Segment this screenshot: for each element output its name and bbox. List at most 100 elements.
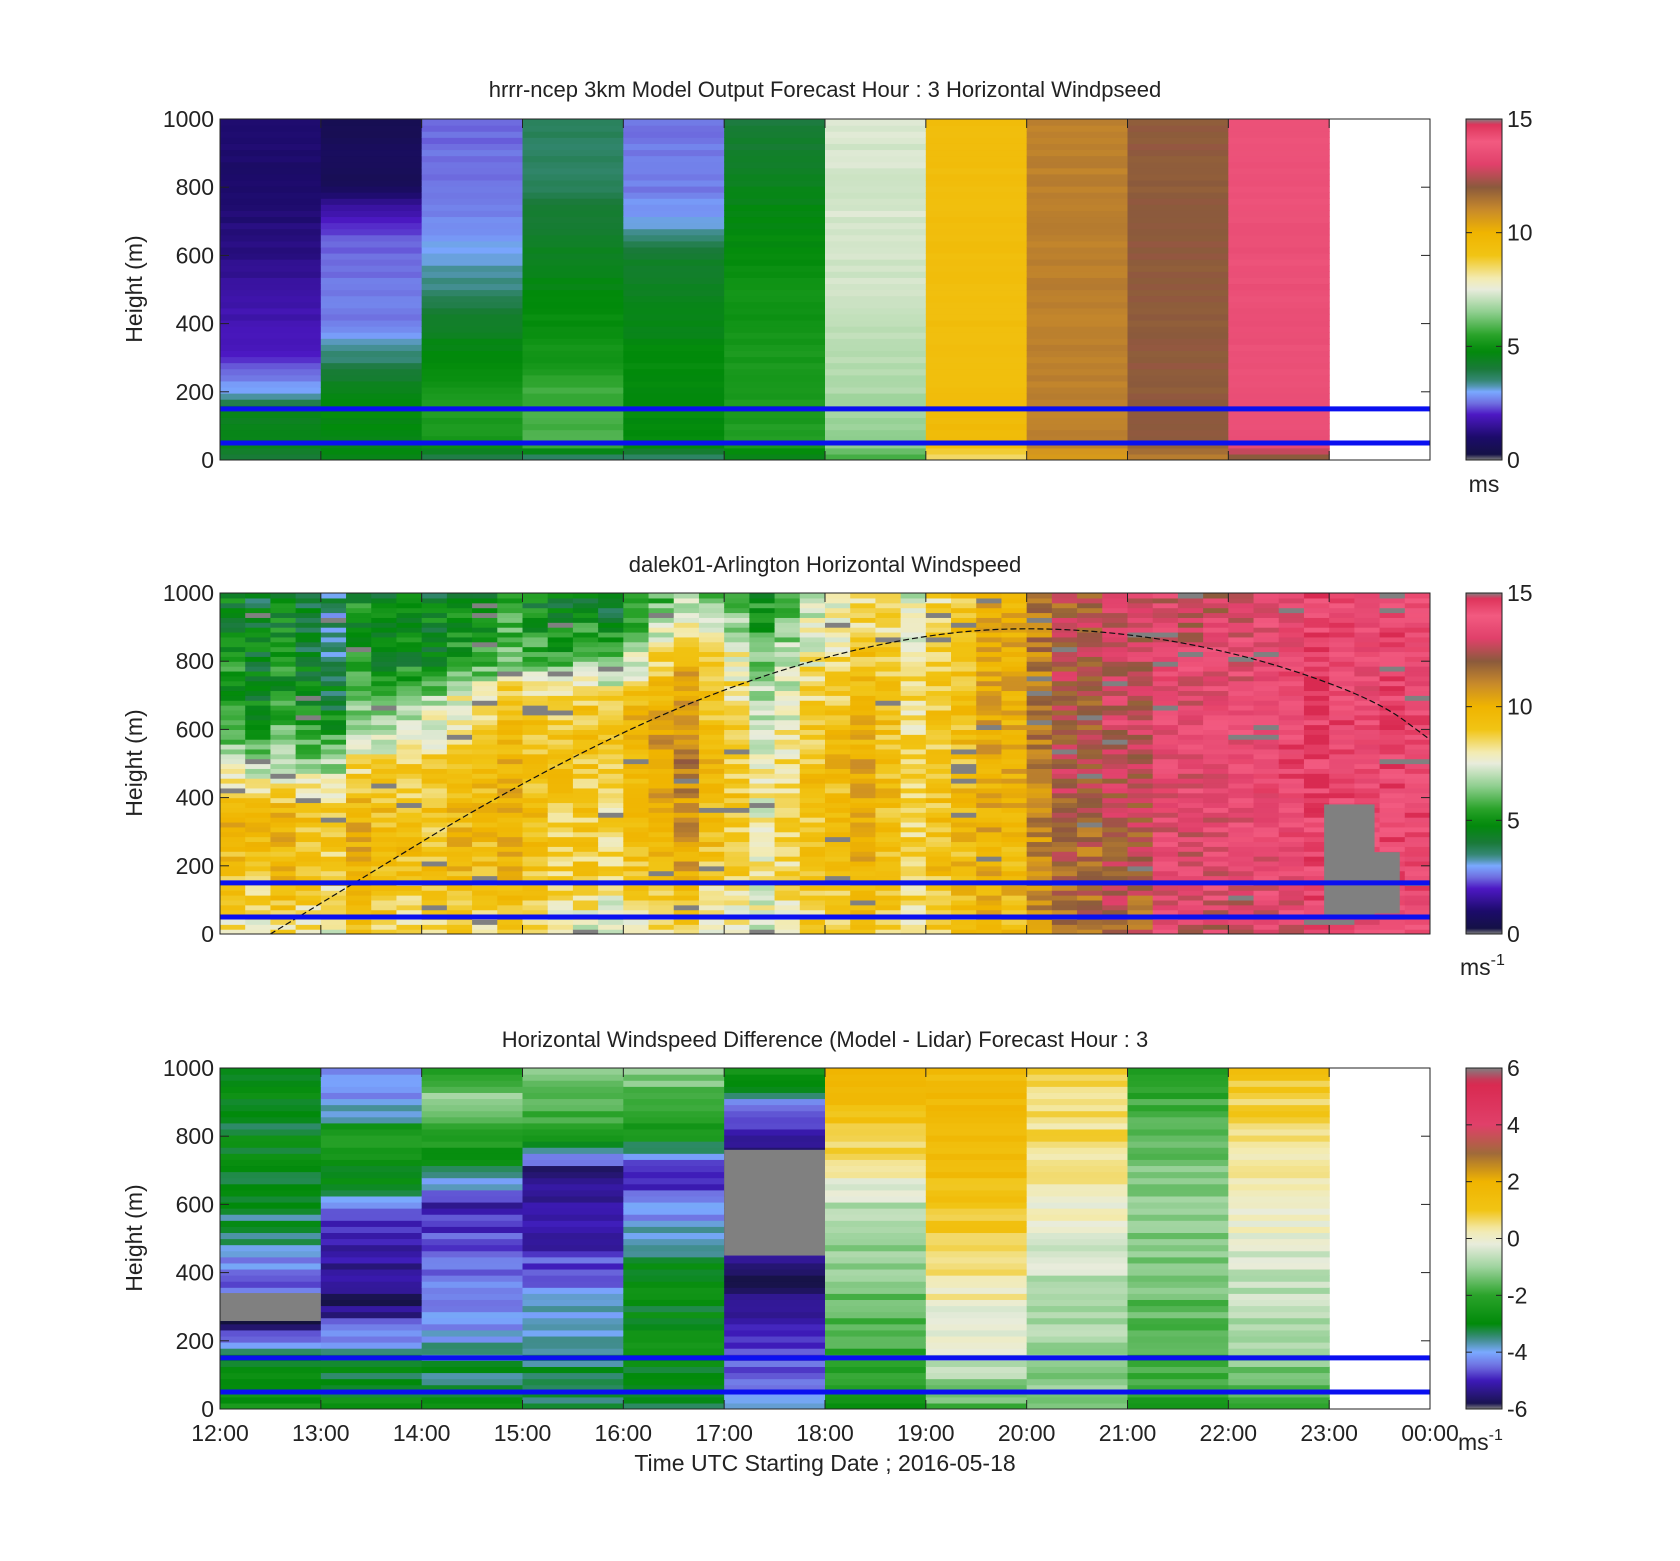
heatmap-cell <box>320 636 347 643</box>
heatmap-cell <box>1228 685 1255 692</box>
heatmap-cell <box>320 1134 423 1142</box>
heatmap-cell <box>1253 778 1280 784</box>
heatmap-cell <box>1303 641 1330 648</box>
heatmap-cell <box>371 617 398 623</box>
heatmap-cell <box>1228 1074 1330 1081</box>
heatmap-cell <box>825 167 927 175</box>
heatmap-cell <box>1228 890 1255 896</box>
heatmap-cell <box>1177 714 1204 721</box>
heatmap-cell <box>1127 1348 1229 1355</box>
heatmap-cell <box>1001 729 1028 735</box>
heatmap-cell <box>724 252 826 260</box>
heatmap-cell <box>270 904 297 911</box>
heatmap-cell <box>295 812 322 818</box>
heatmap-cell <box>749 622 776 628</box>
heatmap-cell <box>623 1116 725 1124</box>
heatmap-cell <box>421 597 448 604</box>
heatmap-cell <box>472 865 498 872</box>
heatmap-cell <box>925 1281 1028 1288</box>
heatmap-cell <box>900 700 927 706</box>
heatmap-cell <box>522 651 549 657</box>
heatmap-cell <box>774 929 801 934</box>
heatmap-cell <box>572 807 599 813</box>
heatmap-cell <box>1026 1335 1129 1343</box>
heatmap-cell <box>1228 856 1255 862</box>
heatmap-cell <box>724 167 826 175</box>
heatmap-cell <box>522 277 624 285</box>
heatmap-cell <box>673 885 700 891</box>
heatmap-cell <box>1026 758 1053 765</box>
heatmap-cell <box>522 313 624 321</box>
heatmap-cell <box>698 602 725 609</box>
heatmap-cell <box>648 709 675 716</box>
heatmap-cell <box>396 729 423 735</box>
heatmap-cell <box>925 753 952 760</box>
heatmap-cell <box>522 204 624 211</box>
heatmap-cell <box>371 831 398 838</box>
heatmap-cell <box>1127 636 1154 643</box>
heatmap-cell <box>698 773 725 779</box>
heatmap-cell <box>1102 597 1129 604</box>
heatmap-cell <box>547 661 574 667</box>
heatmap-cell <box>1228 1183 1330 1191</box>
heatmap-cell <box>295 719 322 726</box>
heatmap-cell <box>1177 719 1204 726</box>
heatmap-cell <box>623 875 650 882</box>
heatmap-cell <box>320 734 347 740</box>
heatmap-cell <box>371 651 398 657</box>
heatmap-cell <box>572 627 599 633</box>
heatmap-cell <box>1077 744 1103 750</box>
heatmap-cell <box>396 826 423 833</box>
heatmap-cell <box>1203 763 1229 769</box>
heatmap-cell <box>446 748 473 755</box>
heatmap-cell <box>1228 423 1330 431</box>
heatmap-cell <box>623 870 650 877</box>
heatmap-cell <box>1152 904 1179 911</box>
heatmap-cell <box>371 924 398 930</box>
heatmap-cell <box>875 841 902 847</box>
heatmap-cell <box>396 865 423 872</box>
heatmap-cell <box>623 1134 725 1142</box>
heatmap-cell <box>1379 773 1406 779</box>
heatmap-cell <box>270 631 297 638</box>
heatmap-cell <box>1354 709 1381 716</box>
heatmap-cell <box>497 919 524 925</box>
heatmap-cell <box>1026 646 1053 653</box>
heatmap-cell <box>295 768 322 774</box>
heatmap-cell <box>346 895 372 901</box>
heatmap-cell <box>220 748 246 755</box>
heatmap-cell <box>1177 758 1204 765</box>
heatmap-cell <box>220 690 246 696</box>
heatmap-cell <box>1127 1281 1229 1288</box>
heatmap-cell <box>1026 1323 1129 1331</box>
heatmap-cell <box>421 651 448 657</box>
heatmap-cell <box>925 1396 1028 1404</box>
heatmap-cell <box>421 865 448 872</box>
heatmap-cell <box>220 1268 322 1276</box>
heatmap-cell <box>421 1226 524 1234</box>
heatmap-cell <box>1203 929 1229 934</box>
heatmap-cell <box>1152 593 1179 599</box>
heatmap-cell <box>976 690 1003 696</box>
heatmap-cell <box>1203 631 1229 638</box>
heatmap-cell <box>698 787 725 794</box>
heatmap-cell <box>320 792 347 799</box>
heatmap-cell <box>1253 821 1280 828</box>
heatmap-cell <box>220 1122 322 1130</box>
heatmap-cell <box>497 753 524 760</box>
heatmap-cell <box>572 841 599 847</box>
heatmap-cell <box>1102 729 1129 735</box>
heatmap-cell <box>623 1195 725 1203</box>
heatmap-cell <box>1228 631 1255 638</box>
heatmap-cell <box>623 1299 725 1307</box>
heatmap-cell <box>724 326 826 333</box>
heatmap-cell <box>1228 870 1255 877</box>
heatmap-cell <box>1127 885 1154 891</box>
heatmap-cell <box>925 1329 1028 1337</box>
heatmap-cell <box>900 860 927 867</box>
heatmap-cell <box>1001 831 1028 838</box>
heatmap-cell <box>295 851 322 857</box>
heatmap-cell <box>623 240 725 248</box>
heatmap-cell <box>850 851 877 857</box>
heatmap-cell <box>320 447 423 455</box>
